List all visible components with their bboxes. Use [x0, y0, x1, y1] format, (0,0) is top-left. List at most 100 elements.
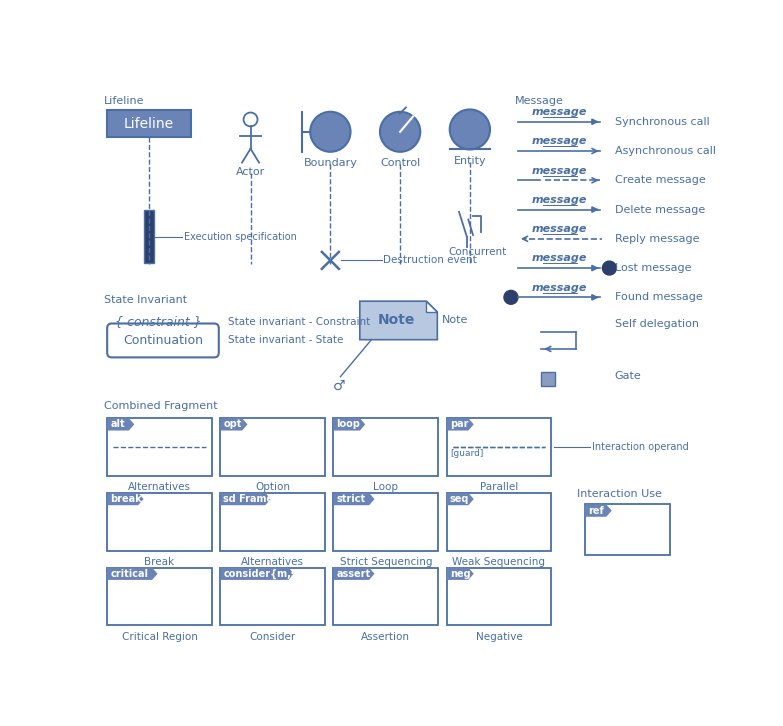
Circle shape — [449, 110, 490, 150]
Bar — [334, 493, 438, 550]
Text: critical: critical — [110, 568, 148, 579]
Circle shape — [310, 112, 351, 152]
Text: message: message — [532, 166, 587, 176]
Text: Interaction Use: Interaction Use — [577, 489, 662, 499]
Circle shape — [504, 290, 518, 304]
Text: Lifeline: Lifeline — [124, 117, 174, 131]
Text: ref: ref — [589, 505, 604, 515]
Text: { constraint }: { constraint } — [115, 316, 202, 328]
Polygon shape — [446, 493, 474, 505]
Polygon shape — [220, 568, 294, 580]
Text: Message: Message — [515, 97, 564, 107]
Text: strict: strict — [337, 494, 366, 504]
Text: Weak Sequencing: Weak Sequencing — [453, 557, 546, 567]
Polygon shape — [220, 418, 247, 431]
Text: Break: Break — [144, 557, 175, 567]
Bar — [220, 568, 325, 625]
Bar — [446, 493, 551, 550]
Text: Loop: Loop — [373, 482, 399, 492]
Bar — [107, 110, 191, 137]
Text: Concurrent: Concurrent — [449, 248, 507, 257]
Text: Alternatives: Alternatives — [241, 557, 304, 567]
Polygon shape — [446, 568, 474, 580]
Text: State invariant - State: State invariant - State — [228, 335, 344, 346]
Bar — [143, 211, 154, 263]
Text: State invariant - Constraint: State invariant - Constraint — [228, 317, 370, 327]
Text: Alternatives: Alternatives — [128, 482, 191, 492]
Text: Reply message: Reply message — [615, 234, 699, 244]
Text: Continuation: Continuation — [123, 334, 203, 347]
Text: loop: loop — [337, 420, 360, 429]
Text: Boundary: Boundary — [304, 158, 357, 168]
Polygon shape — [585, 505, 612, 517]
Text: message: message — [532, 224, 587, 234]
Text: consider{m,s}: consider{m,s} — [223, 568, 304, 579]
Text: Lifeline: Lifeline — [104, 97, 145, 107]
Text: neg: neg — [449, 568, 471, 579]
Text: message: message — [532, 195, 587, 205]
Text: Consider: Consider — [250, 632, 296, 642]
Text: Self delegation: Self delegation — [615, 319, 698, 330]
Bar — [107, 568, 211, 625]
Text: Combined Fragment: Combined Fragment — [104, 401, 218, 412]
Text: seq: seq — [449, 494, 469, 504]
Text: Gate: Gate — [615, 371, 641, 381]
Text: Critical Region: Critical Region — [121, 632, 197, 642]
Text: Entity: Entity — [453, 155, 486, 166]
Text: [guard]: [guard] — [450, 449, 484, 458]
Text: Negative: Negative — [475, 632, 522, 642]
Polygon shape — [446, 418, 474, 431]
Bar — [334, 418, 438, 476]
Bar — [541, 372, 555, 386]
Text: message: message — [532, 253, 587, 264]
Polygon shape — [220, 493, 271, 505]
Bar — [334, 568, 438, 625]
Text: par: par — [449, 420, 468, 429]
Text: Synchronous call: Synchronous call — [615, 117, 709, 127]
Text: Delete message: Delete message — [615, 205, 705, 215]
Text: Destruction event: Destruction event — [383, 256, 477, 266]
Text: Strict Sequencing: Strict Sequencing — [340, 557, 432, 567]
Bar — [107, 418, 211, 476]
Polygon shape — [360, 301, 438, 340]
Text: message: message — [532, 282, 587, 293]
Text: Actor: Actor — [236, 167, 265, 177]
Text: opt: opt — [223, 420, 242, 429]
Polygon shape — [107, 568, 157, 580]
Text: message: message — [532, 107, 587, 117]
Text: Found message: Found message — [615, 293, 702, 302]
Text: Asynchronous call: Asynchronous call — [615, 146, 716, 156]
Text: Interaction operand: Interaction operand — [591, 442, 688, 452]
Circle shape — [380, 112, 420, 152]
Text: Lost message: Lost message — [615, 263, 691, 273]
FancyBboxPatch shape — [107, 324, 218, 357]
Polygon shape — [107, 493, 143, 505]
Bar — [220, 493, 325, 550]
Text: message: message — [532, 136, 587, 147]
Polygon shape — [427, 301, 438, 312]
Text: Note: Note — [377, 314, 415, 327]
Bar — [446, 568, 551, 625]
Text: Note: Note — [442, 315, 468, 325]
Text: assert: assert — [337, 568, 370, 579]
Text: Create message: Create message — [615, 175, 705, 185]
Bar — [220, 418, 325, 476]
Text: break: break — [110, 494, 142, 504]
Polygon shape — [107, 418, 135, 431]
Text: sd Frame: sd Frame — [223, 494, 273, 504]
Text: State Invariant: State Invariant — [104, 295, 187, 305]
Bar — [585, 505, 669, 555]
Text: ♂: ♂ — [333, 379, 345, 393]
Polygon shape — [334, 493, 374, 505]
Text: Control: Control — [380, 158, 420, 168]
Bar — [446, 418, 551, 476]
Text: Assertion: Assertion — [361, 632, 410, 642]
Polygon shape — [334, 568, 374, 580]
Text: alt: alt — [110, 420, 125, 429]
Text: Execution specification: Execution specification — [184, 232, 297, 242]
Polygon shape — [334, 418, 365, 431]
Text: Option: Option — [255, 482, 290, 492]
Text: Parallel: Parallel — [480, 482, 518, 492]
Bar — [107, 493, 211, 550]
Circle shape — [602, 261, 616, 275]
